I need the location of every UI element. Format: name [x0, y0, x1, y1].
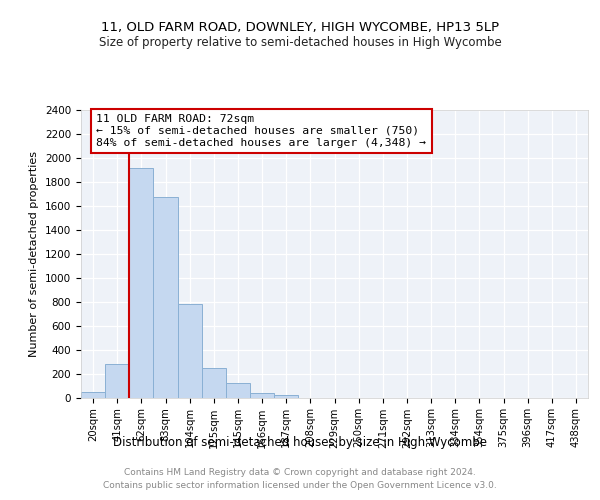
- Bar: [250, 392, 274, 398]
- Bar: [274, 395, 298, 398]
- Y-axis label: Number of semi-detached properties: Number of semi-detached properties: [29, 151, 40, 357]
- Bar: [81, 392, 105, 398]
- Text: Contains HM Land Registry data © Crown copyright and database right 2024.: Contains HM Land Registry data © Crown c…: [124, 468, 476, 477]
- Bar: [178, 304, 202, 398]
- Text: 11 OLD FARM ROAD: 72sqm
← 15% of semi-detached houses are smaller (750)
84% of s: 11 OLD FARM ROAD: 72sqm ← 15% of semi-de…: [96, 114, 426, 148]
- Bar: [105, 364, 129, 398]
- Bar: [129, 168, 154, 398]
- Text: 11, OLD FARM ROAD, DOWNLEY, HIGH WYCOMBE, HP13 5LP: 11, OLD FARM ROAD, DOWNLEY, HIGH WYCOMBE…: [101, 21, 499, 34]
- Text: Contains public sector information licensed under the Open Government Licence v3: Contains public sector information licen…: [103, 480, 497, 490]
- Text: Distribution of semi-detached houses by size in High Wycombe: Distribution of semi-detached houses by …: [113, 436, 487, 449]
- Text: Size of property relative to semi-detached houses in High Wycombe: Size of property relative to semi-detach…: [98, 36, 502, 49]
- Bar: [202, 368, 226, 398]
- Bar: [226, 382, 250, 398]
- Bar: [154, 198, 178, 398]
